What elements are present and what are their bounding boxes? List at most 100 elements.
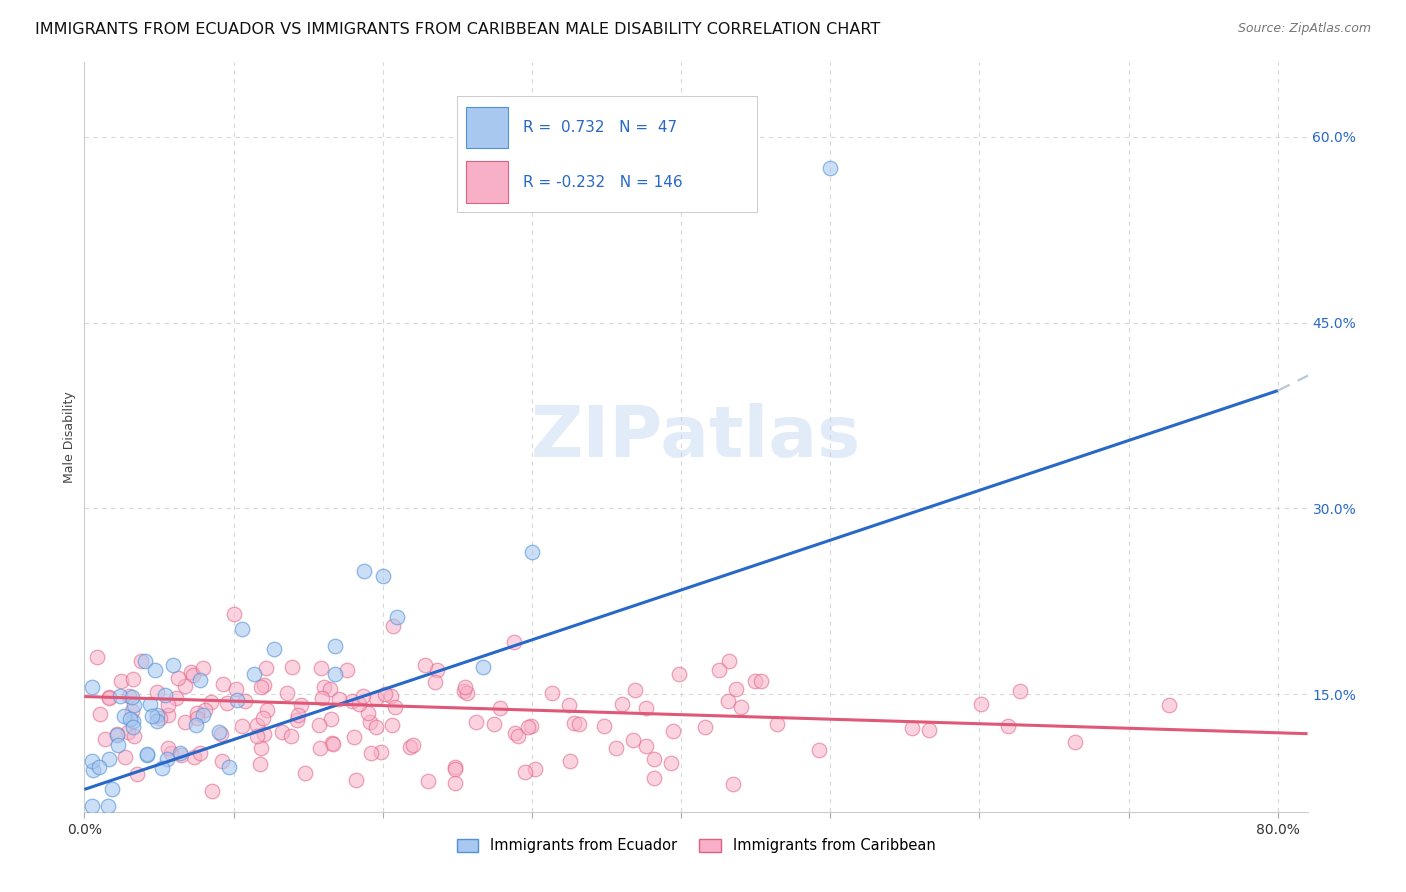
- Point: [180, 665, 202, 679]
- Point: [453, 683, 475, 698]
- Point: [281, 659, 304, 673]
- Point: [141, 709, 163, 723]
- Point: [359, 715, 381, 730]
- Point: [231, 719, 253, 733]
- Point: [146, 708, 169, 723]
- Point: [969, 697, 991, 711]
- Point: [643, 771, 665, 785]
- Point: [263, 641, 285, 656]
- Point: [80, 755, 103, 769]
- Point: [374, 687, 396, 701]
- Point: [901, 721, 924, 735]
- Point: [399, 739, 422, 754]
- Point: [212, 677, 235, 691]
- Point: [353, 564, 375, 578]
- Point: [540, 685, 562, 699]
- Point: [519, 719, 541, 733]
- Point: [568, 717, 591, 731]
- Point: [323, 640, 346, 654]
- Point: [322, 737, 344, 751]
- Point: [659, 756, 682, 770]
- Point: [456, 686, 478, 700]
- Point: [112, 708, 135, 723]
- Point: [146, 684, 169, 698]
- Point: [252, 711, 274, 725]
- Point: [634, 739, 657, 753]
- Point: [621, 733, 644, 747]
- Point: [623, 683, 645, 698]
- Point: [134, 654, 156, 668]
- Point: [186, 706, 208, 720]
- Point: [524, 762, 547, 776]
- Point: [707, 663, 730, 677]
- Point: [343, 730, 366, 744]
- Point: [194, 703, 217, 717]
- Point: [562, 715, 585, 730]
- Point: [225, 681, 247, 696]
- Point: [336, 663, 359, 677]
- Point: [349, 697, 371, 711]
- Point: [191, 707, 214, 722]
- Point: [918, 723, 941, 737]
- Point: [249, 680, 271, 694]
- Point: [118, 689, 141, 703]
- Point: [156, 752, 179, 766]
- Point: [271, 724, 294, 739]
- Text: ZIPatlas: ZIPatlas: [531, 402, 860, 472]
- Point: [505, 726, 527, 740]
- Point: [218, 760, 240, 774]
- Point: [191, 661, 214, 675]
- Point: [122, 714, 145, 729]
- Point: [89, 707, 111, 722]
- Point: [233, 694, 256, 708]
- Point: [249, 756, 271, 771]
- Point: [309, 661, 332, 675]
- Point: [207, 725, 229, 739]
- Point: [98, 751, 121, 765]
- Point: [515, 764, 537, 779]
- Point: [97, 798, 120, 813]
- Point: [381, 718, 404, 732]
- Point: [276, 686, 298, 700]
- Point: [309, 741, 332, 756]
- Point: [153, 688, 176, 702]
- Point: [226, 693, 249, 707]
- Point: [471, 660, 494, 674]
- Point: [143, 663, 166, 677]
- Point: [129, 654, 152, 668]
- Point: [231, 622, 253, 636]
- Point: [256, 703, 278, 717]
- Point: [121, 705, 143, 719]
- Point: [98, 690, 121, 705]
- Point: [156, 698, 179, 712]
- Point: [89, 760, 111, 774]
- Point: [506, 729, 529, 743]
- Point: [371, 569, 394, 583]
- Point: [98, 690, 121, 704]
- Point: [170, 748, 193, 763]
- Point: [82, 680, 104, 694]
- Point: [610, 697, 633, 711]
- Point: [749, 674, 772, 689]
- Point: [181, 668, 204, 682]
- Point: [380, 689, 402, 703]
- Point: [381, 619, 404, 633]
- Point: [693, 720, 716, 734]
- Point: [224, 607, 246, 621]
- Point: [173, 680, 195, 694]
- Point: [319, 682, 342, 697]
- Point: [183, 750, 205, 764]
- Point: [285, 713, 308, 727]
- Point: [401, 738, 423, 752]
- Point: [294, 765, 316, 780]
- Point: [124, 729, 146, 743]
- Point: [118, 712, 141, 726]
- Point: [360, 746, 382, 760]
- Point: [169, 746, 191, 760]
- Point: [503, 635, 526, 649]
- Point: [190, 746, 212, 760]
- Point: [166, 690, 188, 705]
- Point: [766, 716, 789, 731]
- Point: [443, 760, 465, 774]
- Point: [444, 762, 467, 776]
